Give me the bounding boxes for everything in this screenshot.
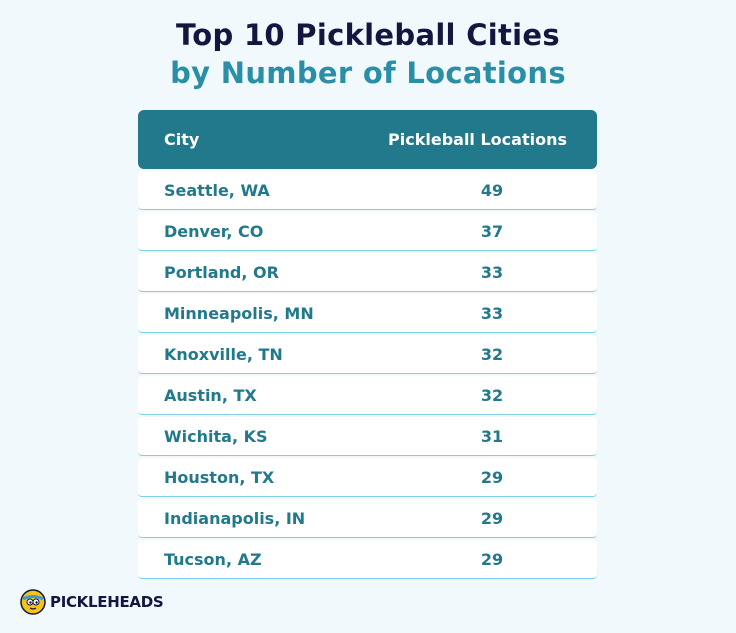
header-city: City bbox=[164, 130, 200, 149]
locations-cell: 33 bbox=[480, 303, 504, 323]
locations-cell: 32 bbox=[480, 344, 504, 364]
title-line-1: Top 10 Pickleball Cities bbox=[176, 18, 560, 52]
cities-table: City Pickleball Locations Seattle, WA 49 D… bbox=[138, 110, 597, 579]
title-line-2: by Number of Locations bbox=[170, 56, 566, 90]
locations-cell: 37 bbox=[480, 221, 504, 241]
city-cell: Austin, TX bbox=[164, 385, 257, 405]
city-cell: Minneapolis, MN bbox=[164, 303, 314, 323]
table-row: Portland, OR 33 bbox=[138, 253, 597, 292]
city-cell: Portland, OR bbox=[164, 262, 279, 282]
city-cell: Tucson, AZ bbox=[164, 549, 262, 569]
city-cell: Indianapolis, IN bbox=[164, 508, 306, 528]
locations-cell: 29 bbox=[480, 467, 504, 487]
locations-cell: 49 bbox=[480, 180, 504, 200]
city-cell: Seattle, WA bbox=[164, 180, 270, 200]
locations-cell: 32 bbox=[480, 385, 504, 405]
table-header: City Pickleball Locations bbox=[138, 110, 597, 169]
city-cell: Houston, TX bbox=[164, 467, 275, 487]
locations-cell: 31 bbox=[480, 426, 504, 446]
locations-cell: 29 bbox=[480, 549, 504, 569]
header-locations: Pickleball Locations bbox=[388, 130, 567, 149]
table-row: Houston, TX 29 bbox=[138, 458, 597, 497]
table-row: Knoxville, TN 32 bbox=[138, 335, 597, 374]
table-row: Indianapolis, IN 29 bbox=[138, 499, 597, 538]
table-row: Austin, TX 32 bbox=[138, 376, 597, 415]
pickleball-mascot-icon bbox=[20, 589, 46, 615]
logo-text: PICKLEHEADS bbox=[50, 593, 164, 611]
pickleheads-logo: PICKLEHEADS bbox=[20, 589, 164, 615]
table-row: Tucson, AZ 29 bbox=[138, 540, 597, 579]
table-row: Denver, CO 37 bbox=[138, 212, 597, 251]
table-row: Wichita, KS 31 bbox=[138, 417, 597, 456]
locations-cell: 29 bbox=[480, 508, 504, 528]
locations-cell: 33 bbox=[480, 262, 504, 282]
city-cell: Denver, CO bbox=[164, 221, 264, 241]
table-row: Minneapolis, MN 33 bbox=[138, 294, 597, 333]
city-cell: Knoxville, TN bbox=[164, 344, 283, 364]
table-row: Seattle, WA 49 bbox=[138, 171, 597, 210]
city-cell: Wichita, KS bbox=[164, 426, 268, 446]
